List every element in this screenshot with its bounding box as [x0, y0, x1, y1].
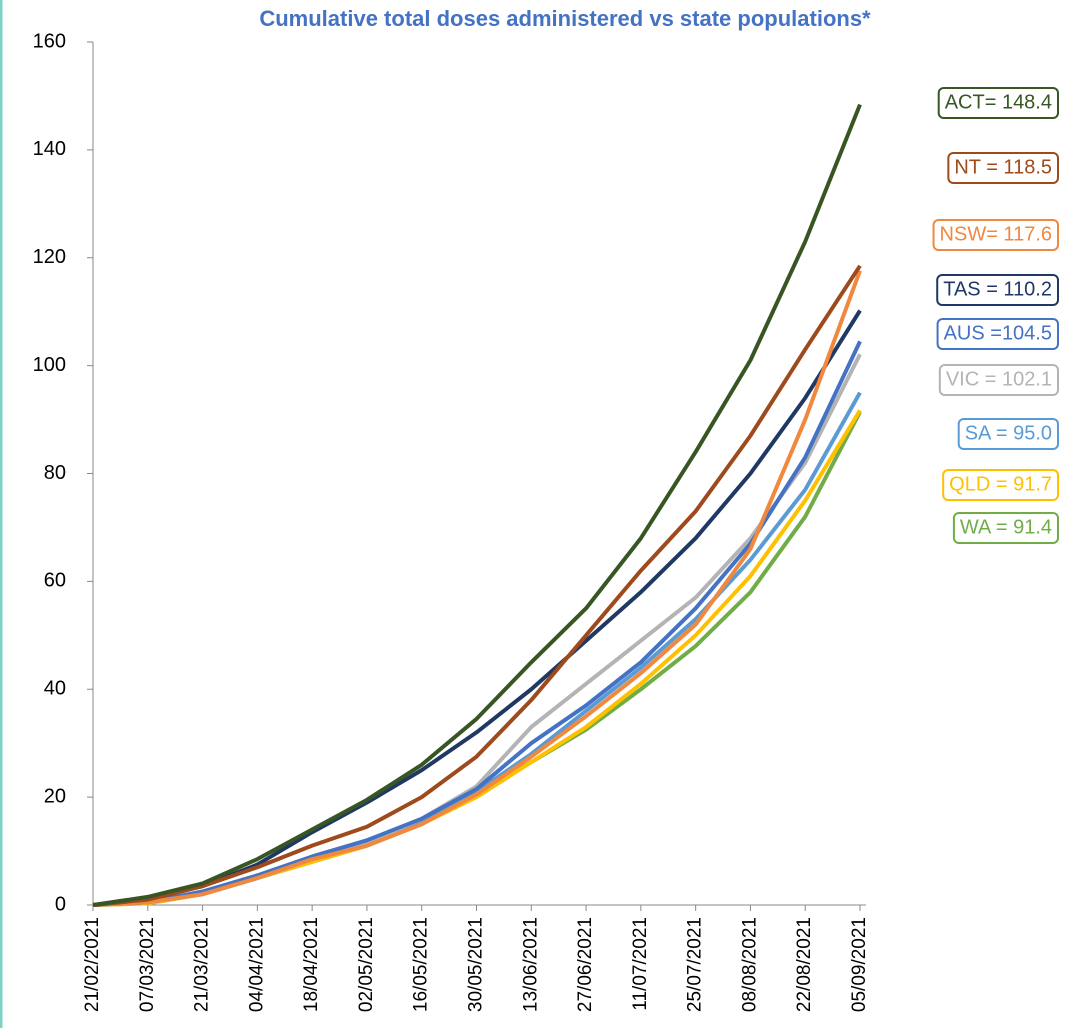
series-line: [92, 411, 862, 907]
annotation: ACT= 148.4: [945, 91, 1052, 113]
annotation-box: [952, 512, 1059, 544]
annotation-box: [937, 87, 1059, 119]
annotation-box: [936, 318, 1059, 350]
annotation: AUS =104.5: [944, 322, 1052, 344]
x-tick-label: 11/07/2021: [630, 917, 651, 1011]
x-tick-label: 07/03/2021: [137, 917, 158, 1012]
annotation: NT = 118.5: [954, 156, 1052, 178]
annotation-box: [942, 469, 1059, 501]
annotation-box: [936, 274, 1059, 306]
annotation-box: [947, 152, 1059, 184]
series-line: [92, 309, 862, 907]
series-line: [92, 270, 862, 907]
series-line: [92, 391, 862, 907]
annotation: NSW= 117.6: [940, 223, 1052, 245]
x-tick-label: 18/04/2021: [301, 917, 322, 1012]
y-tick-label: 120: [33, 246, 66, 268]
y-tick-label: 40: [44, 678, 66, 700]
annotation: QLD = 91.7: [949, 473, 1052, 495]
y-tick-label: 160: [33, 30, 66, 52]
series-line: [92, 103, 862, 907]
annotation: WA = 91.4: [960, 516, 1052, 538]
x-tick-label: 08/08/2021: [739, 917, 760, 1012]
series-line: [92, 264, 862, 907]
annotation: TAS = 110.2: [943, 278, 1052, 300]
x-tick-label: 22/08/2021: [794, 917, 815, 1012]
x-tick-label: 27/06/2021: [575, 917, 596, 1012]
y-tick-label: 60: [44, 570, 66, 592]
x-tick-label: 13/06/2021: [520, 917, 541, 1012]
x-tick-label: 16/05/2021: [411, 917, 432, 1012]
y-tick-label: 80: [44, 462, 66, 484]
series-line: [92, 409, 862, 907]
x-tick-label: 21/02/2021: [82, 917, 103, 1012]
x-tick-label: 21/03/2021: [192, 917, 213, 1012]
chart-title: Cumulative total doses administered vs s…: [259, 6, 871, 31]
series-line: [92, 340, 862, 907]
x-tick-label: 30/05/2021: [466, 917, 487, 1012]
series-line: [92, 353, 862, 907]
x-tick-label: 05/09/2021: [849, 917, 870, 1012]
y-tick-label: 140: [33, 138, 66, 160]
annotation-box: [957, 418, 1059, 450]
annotation-box: [932, 219, 1059, 251]
y-tick-label: 0: [55, 893, 66, 915]
x-tick-label: 02/05/2021: [356, 917, 377, 1012]
annotation-box: [938, 364, 1059, 396]
y-tick-label: 100: [33, 354, 66, 376]
annotation: VIC = 102.1: [946, 368, 1052, 390]
x-tick-label: 04/04/2021: [246, 917, 267, 1012]
x-tick-label: 25/07/2021: [685, 917, 706, 1012]
annotation: SA = 95.0: [965, 422, 1052, 444]
y-tick-label: 20: [44, 785, 66, 807]
